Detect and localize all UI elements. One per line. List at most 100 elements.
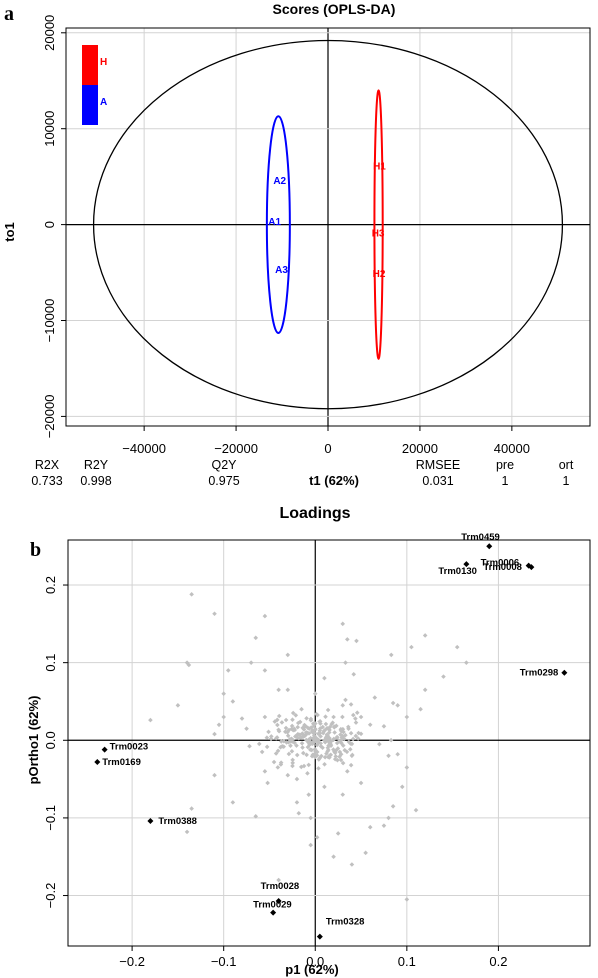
loading-point: [303, 732, 308, 738]
loading-point: [323, 721, 329, 727]
loading-point: [311, 723, 317, 729]
loading-point: [337, 738, 342, 744]
loading-point: [338, 757, 344, 763]
loading-point: [312, 754, 318, 760]
loading-point: [358, 714, 364, 720]
scores-x-label: t1 (62%): [309, 473, 359, 488]
loading-point: [454, 644, 460, 650]
loading-point: [304, 752, 309, 758]
loading-point: [230, 699, 236, 704]
loading-point: [184, 829, 190, 835]
loading-point: [441, 674, 446, 679]
highlighted-loading-point: [101, 746, 108, 753]
loading-point: [331, 714, 336, 720]
loading-point-label: Trm0298: [520, 668, 559, 679]
loading-point: [289, 726, 294, 732]
loading-point: [290, 737, 295, 742]
loading-point: [290, 763, 295, 769]
summary-header-rmsee: RMSEE: [416, 458, 460, 472]
scores-y-tick-label: 0: [42, 221, 57, 228]
loading-point: [335, 831, 341, 836]
highlighted-loading-point: [94, 759, 101, 766]
loading-point: [328, 741, 334, 747]
loading-point: [264, 735, 270, 741]
loading-point: [305, 744, 311, 750]
loading-point: [296, 810, 302, 816]
loading-point: [345, 637, 350, 642]
summary-header-pre: pre: [496, 458, 514, 472]
loading-point: [358, 780, 364, 786]
loading-point: [301, 763, 307, 769]
loading-point: [292, 727, 298, 733]
loading-point: [314, 742, 320, 748]
loading-point: [300, 732, 306, 738]
loading-point: [221, 691, 226, 697]
loading-point: [333, 748, 339, 753]
loading-point: [386, 753, 391, 759]
loading-point: [340, 714, 345, 720]
loading-point: [367, 722, 373, 728]
loading-point: [346, 739, 352, 745]
loading-point: [212, 611, 217, 617]
loading-point: [175, 703, 181, 708]
loading-point: [413, 807, 419, 813]
loading-point: [354, 638, 359, 644]
loading-point: [303, 737, 309, 743]
score-point-label: H3: [372, 229, 385, 240]
loading-point: [288, 743, 293, 748]
loading-point: [308, 815, 313, 821]
loading-point: [285, 687, 291, 693]
scores-y-tick-label: 20000: [42, 15, 57, 51]
scores-x-tick-label: 0: [324, 441, 331, 456]
loading-point: [340, 760, 346, 766]
loading-point-label: Trm0008: [483, 562, 522, 573]
loading-point: [422, 687, 428, 693]
scores-x-tick-label: −40000: [122, 441, 166, 456]
loading-point: [297, 719, 303, 725]
loading-point: [341, 729, 346, 735]
loadings-y-tick-label: 0.0: [43, 731, 58, 749]
loading-point: [247, 743, 252, 749]
loading-point: [317, 731, 323, 736]
loading-point: [262, 769, 268, 774]
loading-point: [338, 751, 344, 757]
loading-point: [348, 730, 354, 736]
loading-point: [310, 752, 316, 757]
panel-b-letter: b: [30, 539, 41, 561]
loading-point: [404, 714, 410, 720]
loading-point: [295, 720, 301, 726]
loading-point: [262, 714, 268, 720]
loadings-title: Loadings: [279, 505, 350, 522]
loading-point: [276, 713, 282, 719]
loading-point: [318, 734, 323, 739]
loading-point: [323, 735, 329, 740]
loading-point: [278, 739, 284, 744]
loading-point: [301, 727, 307, 732]
loading-point: [308, 842, 313, 848]
loading-point: [327, 724, 333, 730]
summary-value: 1: [502, 474, 509, 488]
loading-point: [340, 726, 346, 732]
loading-point: [404, 765, 410, 770]
loading-point: [350, 752, 355, 758]
summary-header-ort: ort: [559, 458, 574, 472]
loading-point: [390, 803, 396, 809]
loading-point: [330, 720, 335, 726]
loading-point: [350, 712, 356, 718]
loading-point: [334, 735, 340, 741]
loading-point: [344, 749, 350, 755]
loading-point: [318, 741, 323, 746]
loading-point: [289, 723, 295, 729]
loading-point: [300, 745, 305, 750]
loadings-y-label: pOrtho1 (62%): [26, 696, 41, 785]
loading-point: [328, 739, 334, 744]
loadings-ticks: −0.2 −0.1 0.0 0.1 0.2 −0.2 −0.1 0.0 0.1 0.2: [43, 576, 507, 969]
loadings-x-tick-label: 0.2: [489, 954, 507, 969]
loading-point: [326, 747, 331, 753]
loading-point: [298, 735, 304, 741]
loading-point: [409, 644, 414, 650]
loading-point: [289, 748, 295, 754]
loading-point: [221, 714, 226, 720]
loading-point: [248, 660, 254, 665]
